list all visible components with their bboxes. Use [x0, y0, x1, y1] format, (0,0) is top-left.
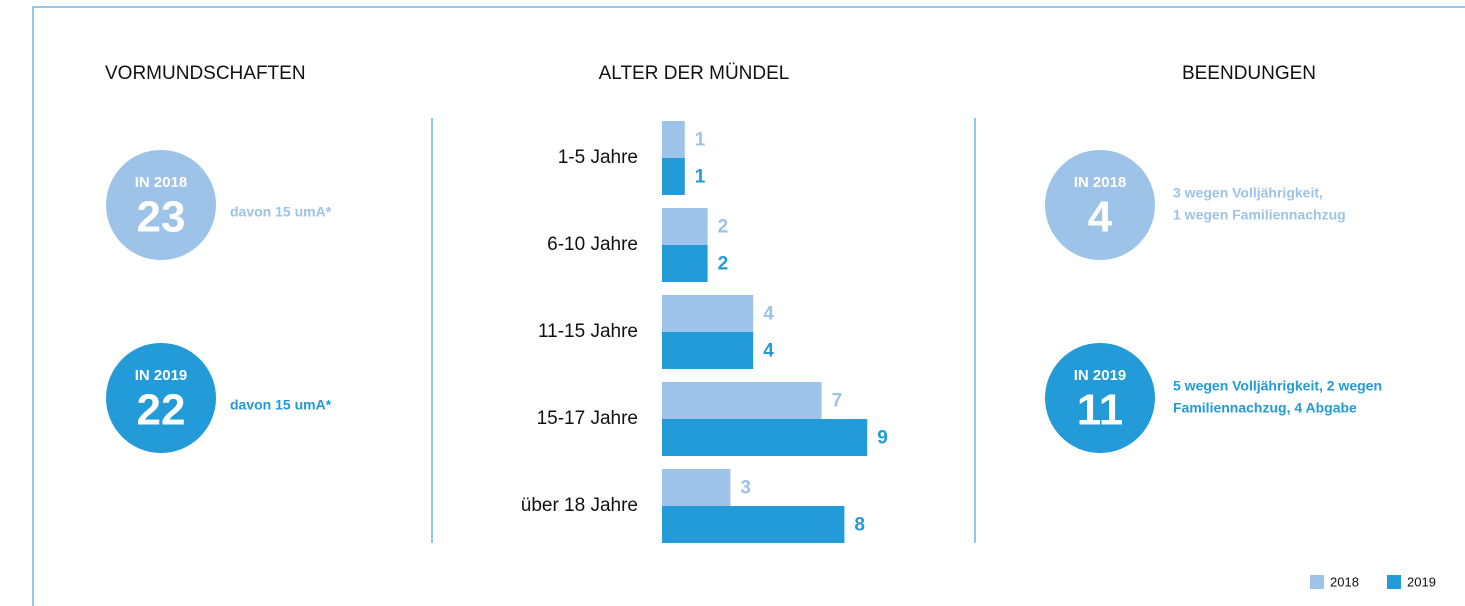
year-circle [106, 343, 216, 453]
data-label: 8 [854, 515, 865, 536]
data-label: 4 [763, 341, 774, 362]
category-label: 15-17 Jahre [537, 408, 638, 429]
panel-title: VORMUNDSCHAFTEN [105, 63, 306, 84]
circle-label: IN 2019 [135, 367, 188, 384]
bar [662, 121, 685, 158]
category-label: 11-15 Jahre [538, 321, 638, 342]
category-label: 6-10 Jahre [547, 234, 638, 255]
data-label: 9 [877, 428, 888, 449]
circle-number: 11 [1077, 386, 1124, 435]
category-label: 1-5 Jahre [558, 147, 638, 168]
legend-swatch [1387, 575, 1401, 589]
panel-title: BEENDUNGEN [1182, 63, 1316, 84]
legend-swatch [1310, 575, 1324, 589]
circle-note: davon 15 umA* [230, 204, 332, 220]
data-label: 3 [740, 478, 751, 499]
bar [662, 419, 868, 456]
year-circle [1045, 150, 1155, 260]
data-label: 1 [695, 130, 706, 151]
circle-note: 3 wegen Volljährigkeit, [1173, 185, 1323, 201]
bar [662, 158, 685, 195]
circle-number: 23 [137, 193, 186, 242]
circle-label: IN 2019 [1074, 367, 1127, 384]
data-label: 1 [695, 167, 706, 188]
circle-number: 4 [1088, 193, 1113, 242]
circle-label: IN 2018 [1074, 174, 1127, 191]
chart-title: ALTER DER MÜNDEL [599, 63, 790, 84]
bar [662, 295, 754, 332]
circle-note: 1 wegen Familiennachzug [1173, 207, 1346, 223]
bar [662, 382, 822, 419]
year-circle [1045, 343, 1155, 453]
legend-label: 2018 [1330, 574, 1359, 589]
circle-note: Familiennachzug, 4 Abgabe [1173, 400, 1357, 416]
data-label: 4 [763, 304, 774, 325]
category-label: über 18 Jahre [521, 495, 638, 516]
data-label: 2 [718, 254, 729, 275]
legend-label: 2019 [1407, 574, 1436, 589]
data-label: 7 [832, 391, 843, 412]
circle-label: IN 2018 [135, 174, 188, 191]
data-label: 2 [718, 217, 729, 238]
circle-number: 22 [137, 386, 186, 435]
circle-note: 5 wegen Volljährigkeit, 2 wegen [1173, 378, 1382, 394]
circle-note: davon 15 umA* [230, 397, 332, 413]
bar [662, 208, 708, 245]
frame [32, 6, 1465, 606]
bar [662, 469, 731, 506]
bar [662, 332, 754, 369]
bar [662, 245, 708, 282]
bar [662, 506, 845, 543]
year-circle [106, 150, 216, 260]
